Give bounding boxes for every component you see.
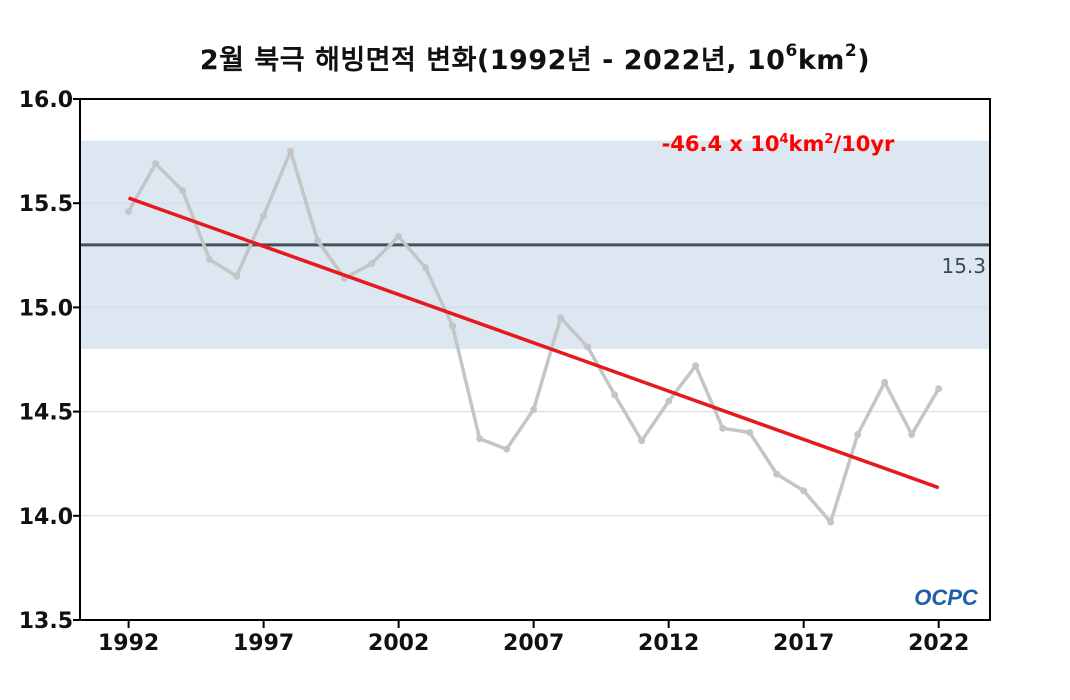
data-point: [638, 437, 646, 445]
y-tick-label: 13.5: [19, 609, 73, 634]
data-point: [800, 487, 808, 495]
y-tick-label: 14.5: [19, 401, 73, 426]
data-point: [314, 237, 322, 245]
ocpc-logo: OCPC: [914, 585, 979, 610]
trend-line: [128, 196, 940, 490]
data-point: [179, 187, 187, 195]
data-point: [854, 431, 862, 439]
data-point: [287, 147, 295, 155]
x-tick-label: 1992: [98, 631, 159, 656]
mean-value-label: 15.3: [941, 254, 986, 278]
data-point: [476, 435, 484, 443]
x-tick-label: 1997: [233, 631, 294, 656]
data-point: [206, 255, 214, 263]
chart-title: 2월 북극 해빙면적 변화(1992년 - 2022년, 106km2): [199, 41, 871, 76]
data-point: [908, 431, 916, 439]
y-tick-label: 16.0: [19, 88, 73, 113]
y-tick-label: 14.0: [19, 505, 73, 530]
data-point: [665, 397, 673, 405]
svg-text:OCPC: OCPC: [914, 585, 979, 610]
data-point: [152, 160, 160, 168]
data-point: [773, 470, 781, 478]
data-point: [719, 424, 727, 432]
data-point: [557, 314, 565, 322]
trend-rate-label: -46.4 x 104km2/10yr: [662, 132, 895, 156]
data-point: [530, 406, 538, 414]
data-point: [611, 391, 619, 399]
data-point: [935, 385, 943, 393]
data-point: [503, 445, 511, 453]
data-point: [233, 272, 241, 280]
x-tick-label: 2012: [638, 631, 699, 656]
data-point: [881, 378, 889, 386]
data-point: [449, 322, 457, 330]
y-tick-label: 15.0: [19, 296, 73, 321]
data-point: [746, 428, 754, 436]
data-point: [125, 208, 133, 216]
data-point: [260, 212, 268, 220]
data-point: [422, 264, 430, 272]
x-tick-label: 2007: [503, 631, 564, 656]
data-point: [827, 518, 835, 526]
data-point: [395, 233, 403, 241]
data-point: [368, 260, 376, 268]
x-tick-label: 2017: [773, 631, 834, 656]
x-tick-label: 2022: [908, 631, 969, 656]
data-point: [692, 362, 700, 370]
data-point: [584, 343, 592, 351]
y-tick-label: 15.5: [19, 192, 73, 217]
x-tick-label: 2002: [368, 631, 429, 656]
plot-frame: [79, 98, 991, 621]
